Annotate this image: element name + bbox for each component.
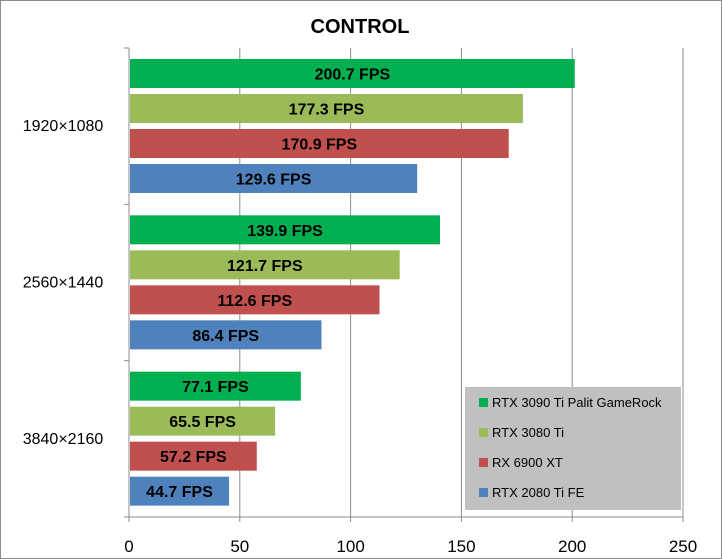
- legend-label: RTX 2080 Ti FE: [492, 485, 585, 500]
- data-label: 200.7 FPS: [315, 67, 391, 84]
- x-tick-label: 100: [336, 537, 364, 556]
- category-label: 1920×1080: [23, 118, 104, 135]
- legend-swatch: [479, 398, 488, 407]
- legend-label: RTX 3080 Ti: [492, 425, 564, 440]
- data-label: 86.4 FPS: [192, 328, 259, 345]
- bar: [130, 406, 276, 436]
- data-label: 139.9 FPS: [247, 223, 323, 240]
- legend-label: RTX 3090 Ti Palit GameRock: [492, 395, 662, 410]
- bar: [130, 320, 322, 350]
- data-label: 129.6 FPS: [236, 172, 312, 189]
- data-label: 177.3 FPS: [289, 102, 365, 119]
- bars: 200.7 FPS 177.3 FPS 170.9 FPS 129.6 FPS 139.…: [130, 59, 575, 506]
- bar: [130, 59, 575, 88]
- data-label: 170.9 FPS: [282, 137, 358, 154]
- bar: [130, 285, 380, 315]
- bar: [130, 250, 400, 280]
- data-label: 44.7 FPS: [146, 484, 213, 501]
- x-tick-label: 150: [447, 537, 475, 556]
- category-label: 2560×1440: [23, 275, 104, 292]
- legend-box: [465, 387, 681, 510]
- data-label: 57.2 FPS: [160, 449, 227, 466]
- data-label: 65.5 FPS: [169, 414, 236, 431]
- x-tick-labels: 0 50 100 150 200 250: [124, 537, 697, 556]
- bar: [130, 164, 418, 193]
- x-tick-label: 250: [669, 537, 697, 556]
- x-tick-label: 200: [558, 537, 586, 556]
- bar: [130, 129, 509, 158]
- legend-swatch: [479, 458, 488, 467]
- data-label: 121.7 FPS: [227, 258, 303, 275]
- legend-swatch: [479, 428, 488, 437]
- bar: [130, 371, 301, 401]
- bar: [130, 441, 257, 471]
- x-tick-label: 50: [230, 537, 249, 556]
- legend: RTX 3090 Ti Palit GameRock RTX 3080 Ti RX …: [465, 387, 681, 510]
- chart-title: CONTROL: [311, 16, 410, 38]
- gridlines: [239, 48, 684, 517]
- legend-label: RX 6900 XT: [492, 455, 563, 470]
- bar: [130, 476, 230, 506]
- category-labels: 1920×1080 2560×1440 3840×2160: [23, 118, 104, 448]
- data-label: 77.1 FPS: [182, 379, 249, 396]
- category-label: 3840×2160: [23, 431, 104, 448]
- x-tick-label: 0: [124, 537, 133, 556]
- bar: [130, 94, 523, 123]
- axes: [124, 47, 684, 522]
- data-label: 112.6 FPS: [217, 293, 292, 310]
- legend-swatch: [479, 488, 488, 497]
- bar: [130, 215, 441, 245]
